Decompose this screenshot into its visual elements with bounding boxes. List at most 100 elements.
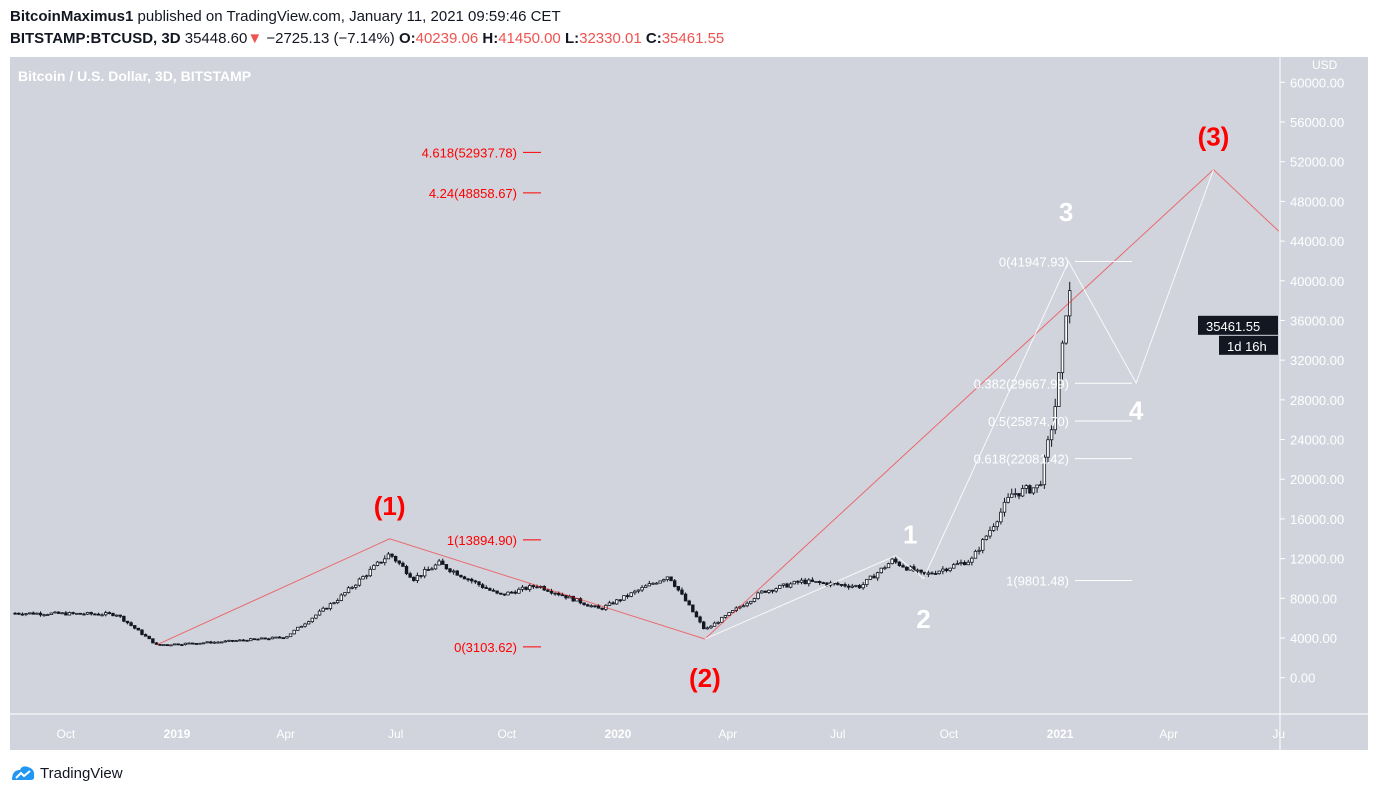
open-value: 40239.06: [415, 30, 479, 47]
candle-body: [535, 586, 539, 589]
candle-body: [42, 614, 46, 617]
candle-body: [868, 575, 873, 580]
candle-body: [749, 600, 753, 604]
minor-wave-line: [704, 169, 1214, 640]
candle-body: [191, 642, 195, 645]
candle-body: [1042, 456, 1047, 486]
candle-body: [622, 595, 626, 601]
candle-body: [325, 607, 329, 610]
price-axis[interactable]: 60000.00 56000.00 52000.00 48000.00 44000.00…: [1280, 75, 1344, 686]
candle-body: [894, 558, 898, 563]
candle-body: [644, 585, 648, 588]
candle-body: [122, 615, 126, 622]
candle-body: [441, 560, 445, 565]
candle-body: [241, 639, 246, 642]
candle-body: [107, 612, 112, 614]
candle-body: [368, 568, 372, 577]
candle-body: [582, 602, 586, 606]
candle-body: [13, 612, 17, 615]
candle-body: [408, 573, 412, 578]
candle-body: [71, 612, 75, 614]
candle-body: [252, 638, 257, 641]
candle-body: [1002, 501, 1007, 513]
candle-body: [669, 576, 673, 582]
price-tick-label: 32000.00: [1290, 353, 1344, 368]
candle-body: [477, 581, 481, 586]
candle-body: [462, 576, 467, 580]
candle-body: [285, 636, 289, 639]
low-value: 32330.01: [579, 30, 642, 47]
candle-body: [799, 579, 804, 583]
open-label: O:: [398, 30, 416, 47]
candle-body: [549, 590, 554, 594]
price-tick-label: 52000.00: [1290, 155, 1344, 170]
candle-body: [1060, 342, 1065, 374]
high-value: 41450.00: [498, 30, 561, 47]
currency-label: USD: [1312, 58, 1338, 72]
author[interactable]: BitcoinMaximus1: [10, 8, 134, 25]
change: −2725.13 (−7.14%): [266, 30, 395, 47]
candle-body: [339, 594, 343, 601]
price-tick-label: 12000.00: [1290, 552, 1344, 567]
tradingview-logo-icon: [12, 766, 35, 780]
candle-body: [270, 636, 275, 640]
tradingview-logo[interactable]: TradingView: [10, 764, 123, 782]
candle-body: [698, 616, 702, 623]
candle-body: [506, 591, 510, 596]
candle-body: [151, 638, 155, 644]
candle-body: [636, 589, 641, 592]
candle-body: [332, 602, 336, 605]
candle-body: [354, 584, 358, 588]
candle-body: [817, 581, 822, 583]
candle-body: [147, 635, 151, 640]
price-tick-label: 20000.00: [1290, 472, 1344, 487]
candle-body: [770, 589, 775, 592]
candle-body: [767, 589, 771, 593]
candle-body: [412, 576, 416, 581]
candle-body: [607, 602, 612, 606]
candle-body: [430, 568, 434, 571]
candle-body: [560, 594, 565, 597]
brand-name: TradingView: [40, 764, 123, 782]
fib-extension-label: 0(3103.62): [454, 640, 517, 655]
candle-body: [658, 580, 662, 584]
candle-body: [1013, 493, 1018, 495]
candle-body: [944, 568, 949, 572]
candle-body: [169, 644, 173, 647]
candle-body: [1031, 487, 1036, 494]
candle-body: [807, 579, 811, 585]
time-axis[interactable]: Oct 2019 Apr Jul Oct 2020 Apr Jul Oct 2021 Apr Ju: [57, 727, 1286, 741]
publish-info: BitcoinMaximus1 published on TradingView…: [10, 8, 561, 25]
candle-body: [988, 529, 992, 537]
candle-body: [524, 586, 528, 590]
candle-body: [759, 590, 764, 594]
candle-body: [1006, 496, 1010, 503]
low-label: L:: [564, 30, 580, 47]
candle-body: [720, 616, 724, 623]
price-tick-label: 24000.00: [1290, 433, 1344, 448]
candle-body: [850, 585, 854, 588]
candle-body: [836, 582, 840, 585]
candle-body: [589, 605, 594, 608]
candle-body: [426, 569, 430, 571]
price-tick-label: 4000.00: [1290, 631, 1337, 646]
close-value: 35461.55: [661, 30, 725, 47]
candle-body: [857, 585, 862, 589]
candle-body: [350, 586, 354, 589]
drawings: (1) (2) (3) 1 2 3 4 4.618(52937.78) 4.24(48858.6…: [156, 122, 1280, 693]
close-label: C:: [645, 30, 662, 47]
chart-pane[interactable]: [10, 57, 1368, 750]
candle-body: [600, 607, 604, 610]
candle-body: [310, 617, 314, 623]
last-price: 35448.60: [184, 30, 248, 47]
price-tick-label: 8000.00: [1290, 591, 1337, 606]
candle-body: [752, 598, 757, 602]
candle-body: [466, 578, 470, 581]
candle-body: [1035, 484, 1039, 489]
candle-body: [502, 593, 507, 596]
candle-body: [712, 622, 717, 627]
candle-body: [93, 613, 97, 616]
candle-body: [662, 579, 666, 582]
candle-body: [618, 599, 623, 602]
